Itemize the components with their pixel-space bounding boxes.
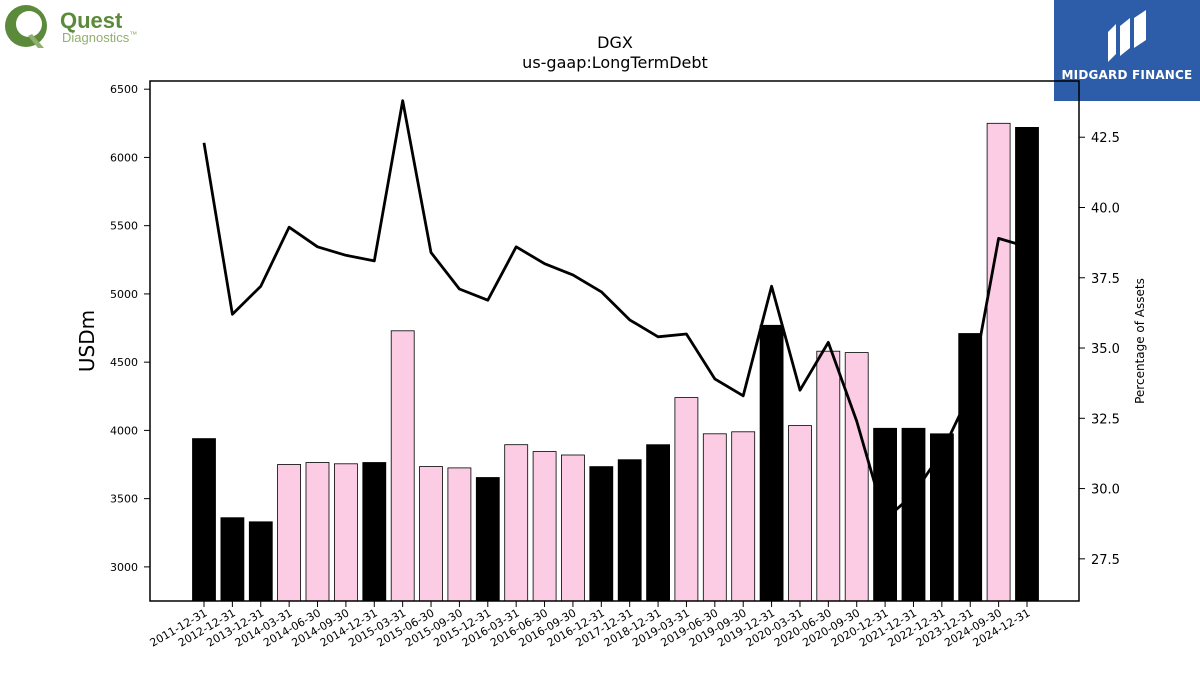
quest-logo-subword: Diagnostics™: [62, 30, 137, 45]
bar: [333, 463, 358, 602]
quest-logo-inner: [16, 11, 42, 37]
bar: [589, 466, 614, 602]
bar-series: [192, 122, 1039, 602]
y-axis-left: 3000 3500 4000 4500 5000 5500 6000 6500: [110, 83, 150, 574]
y2-tick-label: 37.5: [1091, 272, 1120, 287]
bar: [646, 444, 670, 602]
plot-frame: [149, 80, 1080, 602]
line-series: [202, 99, 1028, 521]
bar: [986, 122, 1011, 602]
midgard-logo-mark: [1108, 10, 1146, 62]
chart-subtitle: us-gaap:LongTermDebt: [522, 53, 708, 72]
bar: [816, 350, 841, 602]
y2-tick-label: 27.5: [1091, 553, 1120, 568]
bar: [901, 427, 926, 602]
bar: [305, 462, 330, 602]
y-tick-label: 3500: [110, 493, 138, 506]
y-axis-right: 27.5 30.0 32.5 35.0 37.5 40.0 42.5: [1079, 131, 1120, 568]
bar: [447, 467, 472, 602]
bar: [702, 433, 727, 602]
bar: [192, 438, 216, 602]
bar: [561, 454, 585, 602]
quest-logo-graphic: Quest Diagnostics™: [5, 5, 137, 48]
midgard-mark-left: [1108, 24, 1116, 62]
y2-tick-label: 30.0: [1091, 483, 1120, 498]
y-tick-label: 3000: [110, 561, 138, 574]
chart-title: DGX: [597, 33, 633, 52]
bar: [248, 521, 273, 602]
y-tick-label: 6500: [110, 83, 138, 96]
y2-tick-label: 35.0: [1091, 342, 1120, 357]
bar: [277, 464, 302, 602]
y-tick-label: 4000: [110, 424, 138, 437]
bar: [475, 477, 500, 602]
midgard-finance-wordmark: MIDGARD FINANCE: [1061, 68, 1193, 82]
y2-axis-label: Percentage of Assets: [1133, 278, 1147, 404]
y-tick-label: 6000: [110, 151, 138, 164]
y-tick-label: 4500: [110, 356, 138, 369]
bar: [844, 352, 869, 602]
bar: [731, 431, 756, 602]
y2-tick-label: 42.5: [1091, 131, 1120, 146]
percentage-line: [202, 99, 1028, 521]
bar: [504, 444, 529, 602]
bar: [958, 333, 983, 602]
bar: [390, 330, 415, 602]
midgard-mark-middle: [1120, 18, 1130, 56]
bar: [759, 324, 784, 602]
x-axis: 2011-12-312012-12-312013-12-312014-03-31…: [148, 601, 1033, 650]
midgard-mark-right: [1134, 10, 1146, 48]
bar: [617, 459, 642, 602]
bar: [674, 397, 699, 602]
y-tick-label: 5500: [110, 220, 138, 233]
y2-tick-label: 40.0: [1091, 201, 1120, 216]
quest-logo-word: Quest: [60, 8, 123, 33]
y-axis-label: USDm: [75, 310, 99, 372]
quest-logo-tail: [28, 34, 44, 48]
quest-diagnostics-logo: Quest Diagnostics™: [4, 4, 174, 52]
bar: [1015, 127, 1039, 602]
bar: [930, 433, 954, 602]
bar: [220, 517, 245, 602]
bar: [362, 462, 387, 602]
bar: [788, 425, 812, 602]
bar: [532, 451, 557, 602]
bar: [419, 466, 443, 602]
y2-tick-label: 32.5: [1091, 412, 1120, 427]
y-tick-label: 5000: [110, 288, 138, 301]
